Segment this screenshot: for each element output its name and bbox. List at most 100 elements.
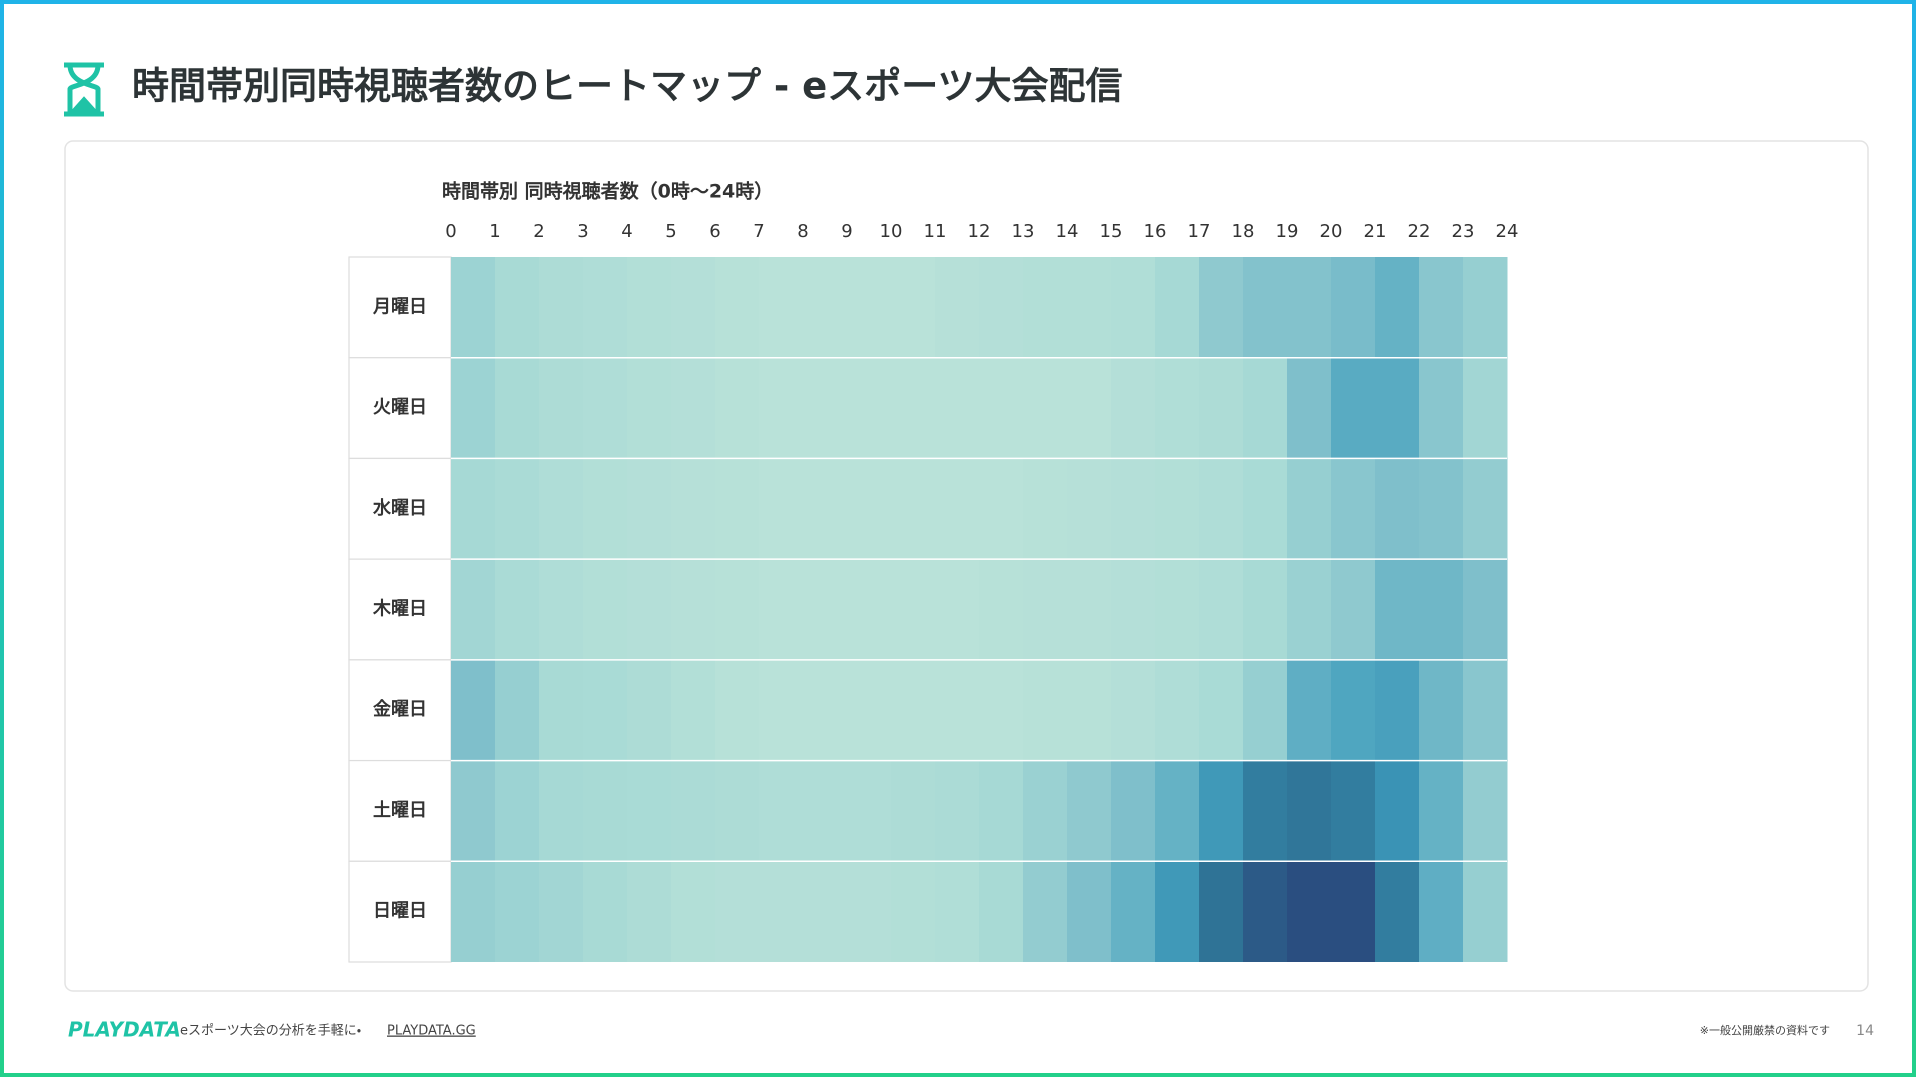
heat-cell: [1419, 659, 1464, 761]
heat-cell: [1375, 659, 1420, 761]
heat-cell: [1067, 559, 1112, 660]
heat-cell: [451, 861, 496, 962]
heat-cell: [1199, 257, 1244, 358]
heat-cell: [935, 357, 980, 459]
heat-cell: [1463, 659, 1508, 761]
site-link[interactable]: PLAYDATA.GG: [387, 1024, 476, 1039]
page-number: 14: [1856, 1023, 1874, 1039]
heat-cell: [583, 861, 628, 962]
heat-cell: [891, 760, 936, 862]
heat-cell: [715, 659, 760, 761]
heat-cell: [1463, 559, 1508, 660]
heat-cell: [451, 659, 496, 761]
heat-cell: [1375, 861, 1420, 962]
heat-cell: [891, 559, 936, 660]
heat-cell: [847, 659, 892, 761]
heat-cell: [1375, 760, 1420, 862]
heat-cell: [759, 458, 804, 560]
heat-cell: [1331, 357, 1376, 459]
heat-cell: [583, 760, 628, 862]
heat-cell: [1199, 760, 1244, 862]
heat-cell: [1155, 760, 1200, 862]
heat-cell: [759, 357, 804, 459]
heat-cell: [1287, 257, 1332, 358]
row-label: 土曜日: [373, 800, 427, 821]
heat-cell: [979, 760, 1024, 862]
heat-cell: [1155, 357, 1200, 459]
heat-cell: [1111, 659, 1156, 761]
row-label: 金曜日: [373, 698, 427, 720]
heat-cell: [715, 559, 760, 660]
heat-cell: [627, 760, 672, 862]
heat-cell: [1067, 257, 1112, 358]
brand-logo: PLAYDATA: [68, 1018, 181, 1042]
heat-cell: [451, 257, 496, 358]
heat-cell: [759, 861, 804, 962]
heat-cell: [495, 760, 540, 862]
row-label-box: [348, 558, 452, 661]
heat-cell: [979, 357, 1024, 459]
heat-cell: [671, 861, 716, 962]
heat-cell: [979, 861, 1024, 962]
heat-cell: [627, 659, 672, 761]
heat-cell: [583, 357, 628, 459]
heat-cell: [671, 458, 716, 560]
heat-cell: [847, 257, 892, 358]
heat-cell: [935, 760, 980, 862]
heat-cell: [979, 659, 1024, 761]
heat-cell: [1243, 257, 1288, 358]
x-tick-label: 16: [1144, 221, 1167, 242]
heat-cell: [627, 257, 672, 358]
heat-cell: [1199, 861, 1244, 962]
heat-cell: [627, 559, 672, 660]
heat-cell: [495, 659, 540, 761]
row-label: 月曜日: [372, 296, 427, 317]
heat-cell: [495, 861, 540, 962]
x-tick-label: 23: [1452, 221, 1475, 242]
heat-cell: [1419, 357, 1464, 459]
x-tick-label: 17: [1188, 221, 1211, 242]
heat-cell: [803, 559, 848, 660]
heat-cell: [1199, 357, 1244, 459]
heat-cell: [451, 760, 496, 862]
x-tick-label: 10: [880, 221, 903, 242]
heat-cell: [495, 559, 540, 660]
heat-cell: [847, 559, 892, 660]
heat-cell: [451, 458, 496, 560]
heat-cell: [1419, 760, 1464, 862]
heat-cell: [539, 458, 584, 560]
row-label-box: [348, 759, 452, 862]
heat-cell: [627, 357, 672, 459]
row-label: 日曜日: [373, 901, 427, 922]
x-tick-label: 22: [1408, 221, 1431, 242]
heat-cell: [671, 760, 716, 862]
heat-cell: [1067, 659, 1112, 761]
heat-cell: [1111, 357, 1156, 459]
heat-cell: [583, 559, 628, 660]
heat-cell: [847, 458, 892, 560]
x-tick-label: 4: [621, 221, 632, 242]
row-label-box: [348, 256, 452, 359]
heat-cell: [1155, 659, 1200, 761]
heat-cell: [1419, 458, 1464, 560]
heat-cell: [1331, 760, 1376, 862]
heat-cell: [1199, 458, 1244, 560]
x-tick-label: 1: [489, 221, 500, 242]
heat-cell: [935, 458, 980, 560]
heat-cell: [1155, 861, 1200, 962]
heat-cell: [1287, 559, 1332, 660]
heat-cell: [539, 659, 584, 761]
x-tick-label: 18: [1232, 221, 1255, 242]
heat-cell: [1375, 357, 1420, 459]
heat-cell: [803, 458, 848, 560]
heat-cell: [803, 257, 848, 358]
heat-cell: [1243, 659, 1288, 761]
heat-cell: [715, 861, 760, 962]
x-tick-label: 8: [797, 221, 808, 242]
page-title: 時間帯別同時視聴者数のヒートマップ - eスポーツ大会配信: [132, 65, 1122, 108]
heat-cell: [1155, 257, 1200, 358]
heat-cell: [1419, 257, 1464, 358]
row-label-box: [348, 357, 452, 460]
x-tick-label: 3: [577, 221, 588, 242]
